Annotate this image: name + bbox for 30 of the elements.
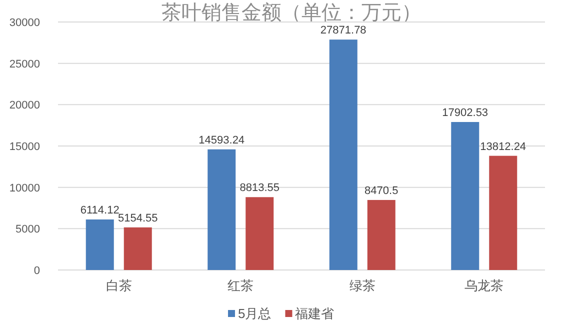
bar <box>451 122 480 270</box>
x-tick-label: 红茶 <box>228 278 254 293</box>
y-tick-label: 20000 <box>9 100 40 112</box>
data-label: 6114.12 <box>80 204 120 216</box>
bar <box>329 40 358 270</box>
data-label: 8470.5 <box>364 184 398 197</box>
y-tick-label: 15000 <box>9 141 40 153</box>
bar <box>124 227 152 270</box>
legend-label: 5月总 <box>238 306 272 321</box>
y-tick-label: 25000 <box>9 58 40 70</box>
y-tick-label: 5000 <box>16 224 40 236</box>
x-tick-label: 绿茶 <box>349 278 376 293</box>
bar <box>86 219 114 270</box>
bar <box>367 200 396 270</box>
data-label: 27871.78 <box>320 24 366 37</box>
chart-title: 茶叶销售金额（单位：万元） <box>162 2 422 24</box>
y-tick-label: 0 <box>34 265 40 277</box>
y-tick-label: 30000 <box>9 17 40 29</box>
bar <box>246 197 274 270</box>
data-label: 8813.55 <box>240 182 280 194</box>
data-label: 17902.53 <box>442 107 488 120</box>
x-tick-label: 白茶 <box>106 278 132 293</box>
legend-label: 福建省 <box>295 306 334 321</box>
bar <box>489 156 518 270</box>
x-tick-label: 乌龙茶 <box>464 278 504 293</box>
data-label: 13812.24 <box>480 140 526 153</box>
y-tick-label: 10000 <box>9 182 40 194</box>
data-label: 5154.55 <box>118 212 158 224</box>
data-label: 14593.24 <box>198 134 245 146</box>
bar <box>208 149 236 270</box>
